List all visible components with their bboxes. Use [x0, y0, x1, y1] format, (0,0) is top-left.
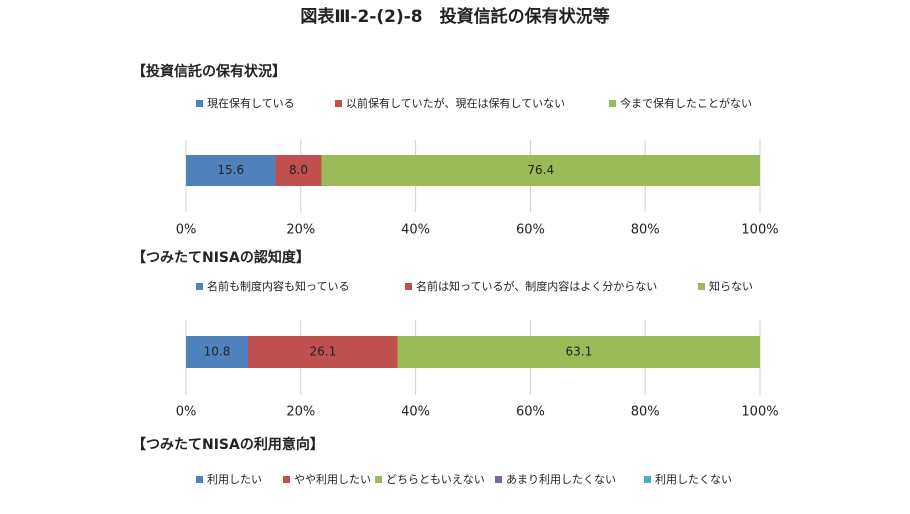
bar-segment	[397, 336, 760, 368]
legend-label: あまり利用したくない	[506, 473, 616, 486]
value-label: 8.0	[289, 163, 308, 177]
value-label: 63.1	[566, 345, 593, 359]
legend-label: どちらともいえない	[386, 473, 485, 486]
legend-label: 名前は知っているが、制度内容はよく分からない	[416, 279, 657, 293]
value-label: 26.1	[310, 345, 337, 359]
chart-heading: 【つみたてNISAの認知度】	[132, 249, 310, 266]
value-label: 15.6	[217, 163, 244, 177]
x-tick-label: 60%	[516, 223, 545, 238]
legend-swatch	[283, 476, 290, 483]
legend-swatch	[405, 283, 412, 290]
bar-segment	[275, 155, 322, 186]
legend-label: 利用したくない	[655, 473, 732, 486]
legend-swatch	[196, 283, 203, 290]
legend-label: 名前も制度内容も知っている	[207, 279, 349, 293]
legend-label: 現在保有している	[207, 96, 295, 110]
x-tick-label: 40%	[401, 405, 430, 420]
value-label: 10.8	[204, 345, 231, 359]
legend-swatch	[196, 100, 203, 107]
legend-label: やや利用したい	[294, 473, 371, 486]
x-tick-label: 100%	[741, 405, 778, 420]
legend-label: 以前保有していたが、現在は保有していない	[346, 96, 565, 110]
x-tick-label: 100%	[741, 223, 778, 238]
x-tick-label: 20%	[286, 405, 315, 420]
bar-segment	[186, 336, 248, 368]
legend-swatch	[609, 100, 616, 107]
legend-swatch	[375, 476, 382, 483]
legend-swatch	[495, 476, 502, 483]
x-tick-label: 20%	[286, 223, 315, 238]
legend-label: 知らない	[709, 279, 753, 293]
chart-heading: 【つみたてNISAの利用意向】	[132, 436, 324, 453]
legend-label: 今まで保有したことがない	[620, 96, 752, 110]
chart-heading: 【投資信託の保有状況】	[132, 63, 286, 80]
legend-swatch	[698, 283, 705, 290]
x-tick-label: 80%	[631, 405, 660, 420]
x-tick-label: 0%	[176, 223, 197, 238]
legend-swatch	[644, 476, 651, 483]
bar-segment	[186, 155, 276, 186]
x-tick-label: 60%	[516, 405, 545, 420]
page-title: 図表Ⅲ-2-(2)-8 投資信託の保有状況等	[300, 6, 609, 27]
x-tick-label: 80%	[631, 223, 660, 238]
legend-label: 利用したい	[207, 473, 262, 486]
bar-segment	[247, 336, 398, 368]
x-tick-label: 40%	[401, 223, 430, 238]
legend-swatch	[335, 100, 342, 107]
value-label: 76.4	[527, 163, 554, 177]
bar-segment	[321, 155, 760, 186]
legend-swatch	[196, 476, 203, 483]
x-tick-label: 0%	[176, 405, 197, 420]
